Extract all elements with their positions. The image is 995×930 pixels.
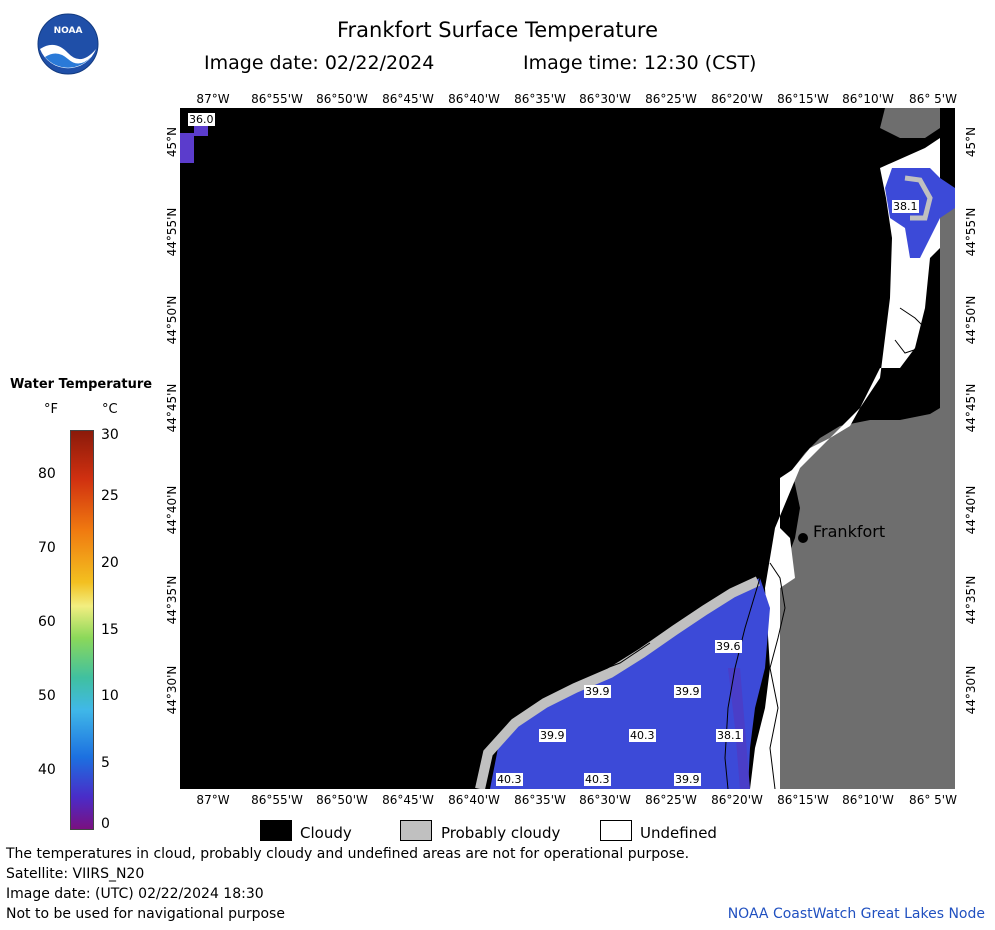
lon-label: 86°15'W bbox=[777, 793, 829, 807]
lon-label: 86°30'W bbox=[579, 793, 631, 807]
lon-label: 86°25'W bbox=[645, 92, 697, 106]
temp-label: 39.9 bbox=[674, 685, 701, 698]
colorbar bbox=[70, 430, 94, 830]
lat-label: 44°55'N bbox=[964, 207, 978, 257]
lat-label: 44°50'N bbox=[964, 295, 978, 345]
lat-label: 44°30'N bbox=[964, 665, 978, 715]
temp-label: 39.9 bbox=[539, 729, 566, 742]
colorbar-c-tick: 5 bbox=[101, 755, 110, 771]
lat-label: 44°55'N bbox=[165, 207, 179, 257]
legend-probably-cloudy-swatch bbox=[400, 820, 432, 841]
lon-label: 87°W bbox=[196, 92, 230, 106]
temp-label: 38.1 bbox=[892, 200, 919, 213]
lon-label: 87°W bbox=[196, 793, 230, 807]
land-area bbox=[780, 188, 955, 789]
colorbar-f-tick: 70 bbox=[38, 540, 56, 556]
lon-label: 86°50'W bbox=[316, 92, 368, 106]
footer-nav: Not to be used for navigational purpose bbox=[6, 906, 285, 922]
lat-label: 44°40'N bbox=[964, 485, 978, 535]
lat-label: 44°35'N bbox=[165, 575, 179, 625]
temperature-map: 36.0 38.1 39.6 39.9 39.9 39.9 40.3 38.1 … bbox=[180, 108, 955, 789]
frankfort-marker bbox=[798, 533, 808, 543]
temp-label: 39.9 bbox=[584, 685, 611, 698]
lon-label: 86°40'W bbox=[448, 92, 500, 106]
lon-label: 86°35'W bbox=[514, 793, 566, 807]
undefined-coast bbox=[750, 138, 940, 789]
temp-label: 36.0 bbox=[188, 113, 215, 126]
lon-label: 86°30'W bbox=[579, 92, 631, 106]
colorbar-c-tick: 25 bbox=[101, 488, 119, 504]
lon-label: 86°55'W bbox=[251, 92, 303, 106]
page-title: Frankfort Surface Temperature bbox=[336, 18, 658, 42]
lon-label: 86°50'W bbox=[316, 793, 368, 807]
lon-label: 86°45'W bbox=[382, 92, 434, 106]
footer-note: The temperatures in cloud, probably clou… bbox=[6, 846, 690, 862]
lat-label: 44°35'N bbox=[964, 575, 978, 625]
colorbar-c-tick: 0 bbox=[101, 816, 110, 832]
legend-undefined-label: Undefined bbox=[640, 824, 717, 842]
lat-label: 44°40'N bbox=[165, 485, 179, 535]
image-date: Image date: 02/22/2024 bbox=[204, 52, 435, 74]
lat-label: 44°30'N bbox=[165, 665, 179, 715]
lon-label: 86°45'W bbox=[382, 793, 434, 807]
lon-label: 86°20'W bbox=[711, 793, 763, 807]
lon-label: 86°35'W bbox=[514, 92, 566, 106]
lon-label: 86°15'W bbox=[777, 92, 829, 106]
logo-text: NOAA bbox=[53, 26, 83, 36]
lat-label: 45°N bbox=[964, 126, 978, 158]
lon-label: 86°10'W bbox=[842, 92, 894, 106]
colorbar-f-tick: 80 bbox=[38, 466, 56, 482]
legend-cloudy-swatch bbox=[260, 820, 292, 841]
temp-label: 39.9 bbox=[674, 773, 701, 786]
colorbar-unit-c: °C bbox=[102, 402, 118, 417]
footer-credit: NOAA CoastWatch Great Lakes Node bbox=[727, 906, 985, 922]
lat-label: 45°N bbox=[165, 126, 179, 158]
lon-label: 86°40'W bbox=[448, 793, 500, 807]
lon-label: 86° 5'W bbox=[909, 793, 957, 807]
colorbar-c-tick: 20 bbox=[101, 555, 119, 571]
image-time: Image time: 12:30 (CST) bbox=[523, 52, 757, 74]
colorbar-title: Water Temperature bbox=[10, 377, 153, 392]
lon-label: 86°25'W bbox=[645, 793, 697, 807]
lat-label: 44°45'N bbox=[964, 383, 978, 433]
colorbar-c-tick: 30 bbox=[101, 427, 119, 443]
legend-cloudy-label: Cloudy bbox=[300, 824, 352, 842]
city-label: Frankfort bbox=[813, 522, 886, 541]
temp-label: 40.3 bbox=[584, 773, 611, 786]
colorbar-f-tick: 50 bbox=[38, 688, 56, 704]
legend-undefined-swatch bbox=[600, 820, 632, 841]
temp-label: 40.3 bbox=[496, 773, 523, 786]
colorbar-unit-f: °F bbox=[44, 402, 58, 417]
temp-label: 38.1 bbox=[716, 729, 743, 742]
lat-label: 44°50'N bbox=[165, 295, 179, 345]
footer-satellite: Satellite: VIIRS_N20 bbox=[6, 866, 145, 882]
lon-label: 86°55'W bbox=[251, 793, 303, 807]
lon-label: 86°10'W bbox=[842, 793, 894, 807]
colorbar-f-tick: 60 bbox=[38, 614, 56, 630]
temp-label: 40.3 bbox=[629, 729, 656, 742]
lon-label: 86°20'W bbox=[711, 92, 763, 106]
noaa-logo: NOAA bbox=[37, 13, 99, 75]
legend-probably-cloudy-label: Probably cloudy bbox=[441, 824, 561, 842]
colorbar-c-tick: 15 bbox=[101, 622, 119, 638]
land-top-right bbox=[880, 108, 940, 138]
footer-utc: Image date: (UTC) 02/22/2024 18:30 bbox=[6, 886, 264, 902]
lon-label: 86° 5'W bbox=[909, 92, 957, 106]
water-north bbox=[885, 168, 955, 258]
colorbar-f-tick: 40 bbox=[38, 762, 56, 778]
temp-label: 39.6 bbox=[715, 640, 742, 653]
lat-label: 44°45'N bbox=[165, 383, 179, 433]
colorbar-c-tick: 10 bbox=[101, 688, 119, 704]
